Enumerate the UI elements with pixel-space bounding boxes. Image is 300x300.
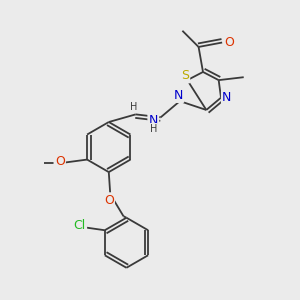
Text: Cl: Cl [74, 219, 86, 232]
Text: O: O [104, 194, 114, 207]
Text: O: O [55, 155, 65, 168]
Text: S: S [181, 69, 189, 82]
Text: N: N [148, 114, 158, 127]
Text: H: H [150, 124, 157, 134]
Text: O: O [225, 36, 234, 49]
Text: H: H [130, 102, 138, 112]
Text: N: N [174, 89, 183, 102]
Text: N: N [222, 91, 232, 104]
